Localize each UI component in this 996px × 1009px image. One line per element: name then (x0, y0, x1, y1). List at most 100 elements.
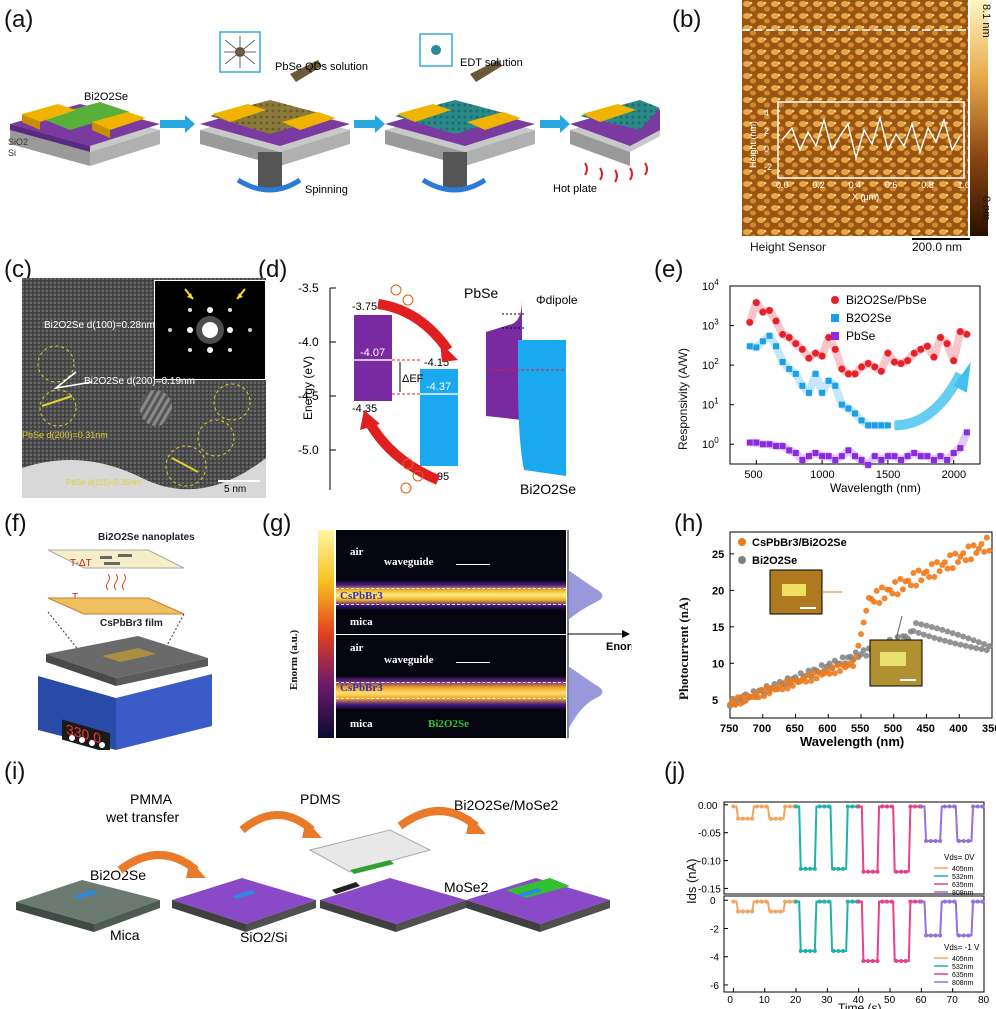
j-top-point (919, 804, 924, 809)
h-hetero-point (852, 654, 859, 661)
e-hetero-point (765, 307, 773, 315)
j-top-trace (921, 805, 984, 843)
spinning-label: Spinning (305, 184, 348, 196)
panel-label-j: (j) (664, 758, 686, 785)
j-bottom-point (794, 899, 799, 904)
j-bottom-point (903, 958, 908, 963)
afm-scalebar (912, 238, 970, 240)
e-bi-point (792, 370, 799, 377)
h-hetero-point (729, 697, 736, 704)
e-xtick-label: 1000 (810, 469, 834, 481)
h-hetero-point (878, 584, 885, 591)
tem-pbse200: PbSe d(200)=0.31nm (22, 430, 108, 440)
afm-colorbar (970, 0, 988, 236)
j-top-point (947, 804, 952, 809)
saed-inset (154, 280, 266, 380)
e-bi-point (832, 382, 839, 389)
e-hetero-point (772, 317, 780, 325)
e-xlabel: Wavelength (nm) (830, 481, 921, 495)
e-ytick-label: 103 (702, 318, 719, 333)
j-bottom-point (866, 958, 871, 963)
j-top-point (889, 804, 894, 809)
g-air-1: air (350, 546, 364, 558)
e-hetero-point (904, 357, 912, 365)
e-pbse-point (871, 453, 878, 460)
f-film-label: CsPbBr3 film (100, 618, 163, 629)
panel-label-f: (f) (4, 510, 27, 537)
e-bi-point (799, 382, 806, 389)
h-hetero-point (941, 559, 948, 566)
h-legend-label: Bi2O2Se (752, 555, 797, 567)
e-hetero-point (805, 354, 813, 362)
e-pbse-point (805, 453, 812, 460)
j-top-point (861, 869, 866, 874)
j-bottom-point (812, 949, 817, 954)
h-hetero-point (787, 677, 794, 684)
j-top-point (884, 804, 889, 809)
h-hetero-point (763, 685, 770, 692)
h-hetero-point (858, 631, 864, 638)
e-hetero-point (792, 340, 800, 348)
h-bi-point (939, 626, 946, 633)
i-pdms-label: PDMS (300, 791, 340, 807)
j-bottom-trace (921, 900, 984, 937)
j-top-trace (858, 805, 922, 873)
e-bi-point (852, 410, 858, 417)
h-xtick-label: 400 (949, 723, 967, 735)
bi2o2se-label: Bi2O2Se (84, 91, 128, 103)
responsivity-chart: 500 1000 1500 2000 104 103 102 101 100 Wavelength… (702, 278, 981, 495)
j-bottom-point (971, 899, 976, 904)
h-bi-point (915, 629, 922, 636)
h-hetero-point (829, 664, 836, 671)
h-legend-marker (738, 556, 746, 564)
h-bi-point (949, 630, 956, 637)
h-hetero-point (734, 694, 741, 701)
e-bi-point (786, 365, 793, 372)
h-legend-label: CsPbBr3/Bi2O2Se (752, 537, 847, 549)
j-top-point (841, 866, 846, 871)
e-bi-point (871, 422, 878, 429)
e-bi-point (773, 343, 780, 350)
e-pbse-point (924, 453, 931, 460)
h-inset-bi-pointer (895, 615, 903, 641)
e-legend-marker (831, 314, 839, 322)
e-pbse-point (891, 453, 898, 460)
e-ytick-label: 104 (702, 278, 719, 293)
band-diagram: -3.5 -4.0 -4.5 -5.0 Energy (eV) -3.75 -4… (298, 281, 578, 497)
bi-ef-value: -4.37 (426, 381, 451, 393)
h-bi-point (960, 633, 967, 640)
j-top-ytick-label: -0.05 (698, 829, 721, 840)
e-ytick-label: 101 (702, 397, 719, 412)
i-bi2o2se-label: Bi2O2Se (90, 867, 146, 883)
e-bi-point (753, 344, 760, 351)
e-plot-frame (729, 285, 981, 465)
i-mose2-label: MoSe2 (444, 879, 489, 895)
j-bottom-point (938, 933, 943, 938)
h-xtick-label: 550 (851, 723, 869, 735)
g-field-map: air waveguide CsPbBr3 mica air waveguide… (336, 530, 566, 738)
g-cspbbr3-1: CsPbBr3 (340, 590, 383, 602)
afm-scale-max: 8.1 nm (980, 4, 992, 38)
j-top-point (831, 866, 836, 871)
j-top-point (850, 804, 855, 809)
j-bottom-legend-label: 532nm (952, 964, 974, 971)
afm-ylabel: Height (nm) (748, 120, 758, 168)
j-bottom-point (750, 909, 755, 914)
h-hetero-point (742, 697, 749, 704)
e-pbse-point (957, 445, 964, 452)
h-hetero-point (899, 586, 906, 593)
j-top-point (778, 816, 783, 821)
tem-scalebar-label: 5 nm (224, 484, 247, 495)
heating-schematic: Bi2O2Se nanoplates T-ΔT T CsPbBr3 film 3… (38, 532, 212, 750)
h-bi-point (926, 633, 933, 640)
e-hetero-point (923, 342, 931, 350)
e-pbse-point (753, 439, 760, 446)
e-bi-point (825, 377, 832, 384)
i-mica-label: Mica (110, 927, 140, 943)
e-pbse-point (904, 453, 911, 460)
e-bi-point (746, 343, 753, 350)
h-hetero-point (915, 567, 922, 574)
j-top-point (898, 869, 903, 874)
h-hetero-point (973, 549, 980, 556)
h-ytick-label: 25 (712, 549, 724, 561)
